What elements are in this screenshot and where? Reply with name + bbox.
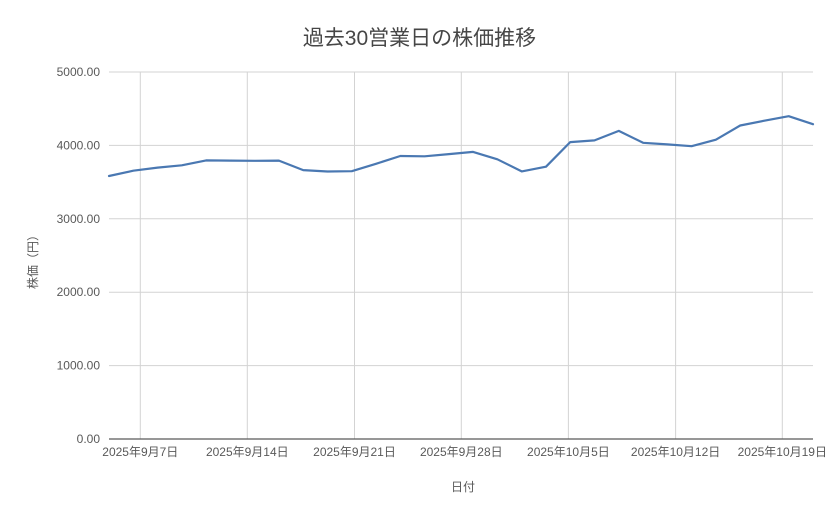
svg-text:2025年9月14日: 2025年9月14日: [206, 445, 289, 459]
svg-text:4000.00: 4000.00: [57, 138, 101, 152]
svg-text:3000.00: 3000.00: [57, 212, 101, 226]
svg-text:株価（円）: 株価（円）: [25, 229, 40, 289]
svg-text:1000.00: 1000.00: [57, 359, 101, 373]
svg-text:2025年9月21日: 2025年9月21日: [313, 445, 396, 459]
svg-text:2025年9月7日: 2025年9月7日: [102, 445, 178, 459]
svg-text:2000.00: 2000.00: [57, 285, 101, 299]
svg-text:日付: 日付: [451, 480, 475, 494]
svg-text:5000.00: 5000.00: [57, 65, 101, 79]
svg-text:2025年10月12日: 2025年10月12日: [631, 445, 720, 459]
svg-text:2025年10月19日: 2025年10月19日: [738, 445, 827, 459]
svg-text:2025年9月28日: 2025年9月28日: [420, 445, 503, 459]
svg-text:2025年10月5日: 2025年10月5日: [527, 445, 610, 459]
svg-text:0.00: 0.00: [77, 432, 101, 446]
